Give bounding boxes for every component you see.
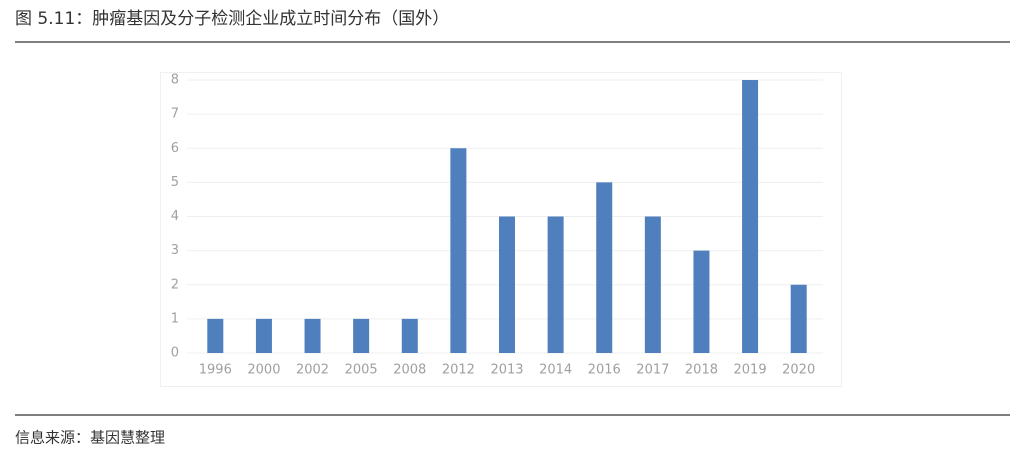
y-tick-label: 8 — [171, 73, 179, 88]
x-tick-label: 2002 — [296, 363, 329, 378]
bar — [693, 250, 710, 353]
y-tick-label: 4 — [171, 209, 179, 224]
x-tick-label: 2005 — [345, 363, 378, 378]
bar — [304, 318, 321, 353]
bar — [790, 284, 807, 353]
x-tick-label: 2016 — [588, 363, 621, 378]
x-tick-label: 2019 — [734, 363, 767, 378]
y-tick-label: 7 — [171, 107, 179, 122]
x-tick-label: 2017 — [636, 363, 669, 378]
bar — [742, 80, 759, 353]
chart-title: 图 5.11：肿瘤基因及分子检测企业成立时间分布（国外） — [15, 9, 449, 29]
x-tick-label: 2000 — [247, 363, 280, 378]
bar — [207, 318, 224, 353]
source-note: 信息来源：基因慧整理 — [15, 429, 165, 447]
y-tick-label: 3 — [171, 243, 179, 258]
y-tick-label: 2 — [171, 277, 179, 292]
chart-frame — [160, 72, 842, 387]
bar — [547, 216, 564, 353]
x-tick-label: 2012 — [442, 363, 475, 378]
bar — [596, 182, 613, 353]
bar — [401, 318, 418, 353]
x-tick-label: 2014 — [539, 363, 572, 378]
x-tick-label: 2020 — [782, 363, 815, 378]
bar — [255, 318, 272, 353]
bar — [499, 216, 515, 353]
x-tick-label: 1996 — [199, 363, 232, 378]
bar — [450, 148, 467, 353]
x-tick-label: 2018 — [685, 363, 718, 378]
x-tick-label: 2013 — [490, 363, 523, 378]
bar — [644, 216, 661, 353]
y-tick-label: 5 — [171, 175, 179, 190]
y-tick-label: 0 — [171, 346, 179, 361]
y-tick-label: 1 — [171, 311, 179, 326]
x-tick-label: 2008 — [393, 363, 426, 378]
bar — [353, 318, 370, 353]
y-tick-label: 6 — [171, 141, 179, 156]
